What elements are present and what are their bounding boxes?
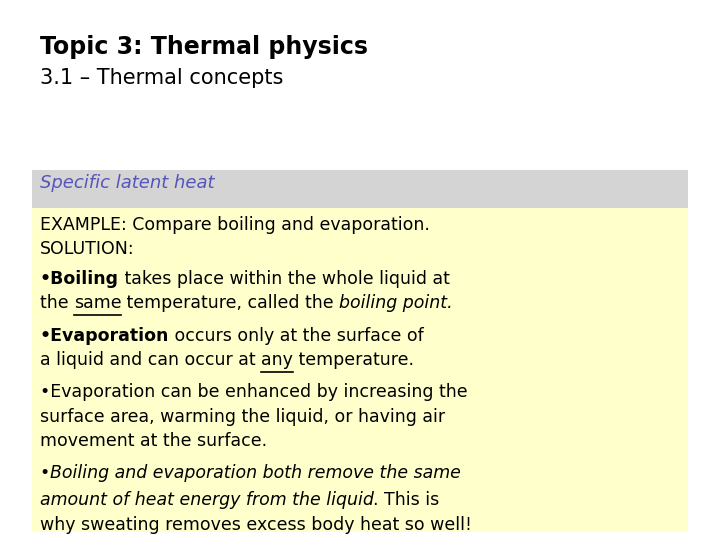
Text: temperature.: temperature. <box>292 351 413 369</box>
Text: a liquid and can occur at: a liquid and can occur at <box>40 351 261 369</box>
Text: . This is: . This is <box>374 491 440 509</box>
Text: temperature, called the: temperature, called the <box>122 294 339 312</box>
Text: SOLUTION:: SOLUTION: <box>40 240 134 258</box>
Text: any: any <box>261 351 292 369</box>
Text: the: the <box>40 294 73 312</box>
Text: amount of heat energy from the liquid: amount of heat energy from the liquid <box>40 491 374 509</box>
Text: •Evaporation can be enhanced by increasing the: •Evaporation can be enhanced by increasi… <box>40 383 467 401</box>
Text: boiling point.: boiling point. <box>339 294 453 312</box>
Text: Topic 3: Thermal physics: Topic 3: Thermal physics <box>40 35 368 59</box>
Text: EXAMPLE: Compare boiling and evaporation.: EXAMPLE: Compare boiling and evaporation… <box>40 216 429 234</box>
Bar <box>32 170 688 208</box>
Text: why sweating removes excess body heat so well!: why sweating removes excess body heat so… <box>40 516 472 534</box>
Text: movement at the surface.: movement at the surface. <box>40 432 266 450</box>
Text: same: same <box>73 294 122 312</box>
Text: •: • <box>40 464 50 482</box>
Text: surface area, warming the liquid, or having air: surface area, warming the liquid, or hav… <box>40 408 445 426</box>
Text: •Boiling: •Boiling <box>40 270 119 288</box>
Text: Boiling and evaporation both remove the same: Boiling and evaporation both remove the … <box>50 464 461 482</box>
Text: takes place within the whole liquid at: takes place within the whole liquid at <box>119 270 449 288</box>
Text: occurs only at the surface of: occurs only at the surface of <box>169 327 424 345</box>
Text: Specific latent heat: Specific latent heat <box>40 174 214 192</box>
Text: 3.1 – Thermal concepts: 3.1 – Thermal concepts <box>40 68 283 87</box>
Bar <box>32 208 688 532</box>
Text: •Evaporation: •Evaporation <box>40 327 169 345</box>
